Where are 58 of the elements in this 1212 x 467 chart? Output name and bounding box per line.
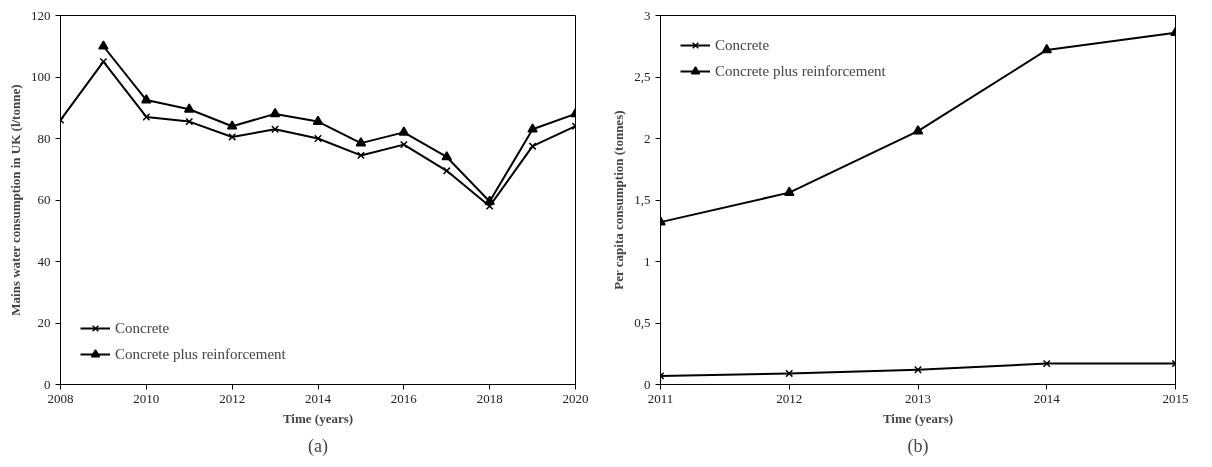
point xyxy=(441,151,452,161)
x-tick-label: 2020 xyxy=(562,390,589,406)
legend-label: Concrete plus reinforcement xyxy=(115,345,286,363)
y-tick-label: 40 xyxy=(37,253,51,269)
point xyxy=(527,123,538,133)
x-tick-label: 2011 xyxy=(647,390,674,406)
point xyxy=(784,186,795,196)
point xyxy=(355,137,367,147)
point xyxy=(1041,43,1052,54)
point xyxy=(399,140,408,149)
legend-label: Concrete xyxy=(115,319,170,337)
y-tick-label: 120 xyxy=(31,7,51,23)
text: (b) xyxy=(907,435,929,457)
y-tick-label: 2,5 xyxy=(634,69,651,84)
point xyxy=(484,195,495,205)
text: (a) xyxy=(308,435,328,457)
point xyxy=(184,103,195,113)
y-tick-label: 60 xyxy=(37,192,51,207)
y-tick-label: 0,5 xyxy=(634,315,651,330)
y-axis-title: Mains water consumption in UK (l/tonne) xyxy=(8,84,23,316)
point xyxy=(314,134,322,143)
point xyxy=(442,166,451,175)
point xyxy=(398,126,410,136)
x-tick-label: 2013 xyxy=(905,390,931,406)
y-tick-label: 20 xyxy=(37,315,51,330)
y-tick-label: 3 xyxy=(644,7,651,23)
point xyxy=(99,57,108,66)
point xyxy=(1042,359,1051,368)
x-tick-label: 2014 xyxy=(305,390,332,406)
point xyxy=(98,40,109,50)
y-tick-label: 1 xyxy=(644,253,651,269)
y-tick-label: 100 xyxy=(31,69,51,84)
point xyxy=(312,115,324,125)
x-tick-label: 2018 xyxy=(476,390,503,406)
point xyxy=(226,120,238,130)
y-tick-label: 0 xyxy=(644,376,651,392)
y-tick-label: 0 xyxy=(44,376,51,392)
x-tick-label: 2012 xyxy=(219,390,246,406)
point xyxy=(912,125,924,135)
point xyxy=(269,107,281,118)
x-tick-label: 2012 xyxy=(776,390,803,406)
x-tick-label: 2014 xyxy=(1033,390,1061,406)
legend-label: Concrete xyxy=(715,36,770,54)
x-axis-title: Time (years) xyxy=(882,410,954,426)
x-tick-label: 2010 xyxy=(133,390,160,406)
legend-label: Concrete plus reinforcement xyxy=(715,62,886,80)
y-tick-label: 1,5 xyxy=(634,192,651,207)
x-tick-label: 2016 xyxy=(390,390,418,406)
x-tick-label: 2015 xyxy=(1162,390,1189,406)
point xyxy=(141,94,152,104)
x-axis-title: Time (years) xyxy=(282,410,354,426)
y-tick-label: 2 xyxy=(644,130,651,146)
point xyxy=(356,151,365,160)
point xyxy=(914,365,922,374)
y-axis-title: Per capita consumption (tonnes) xyxy=(611,110,627,290)
y-tick-label: 80 xyxy=(37,130,51,146)
point xyxy=(271,125,280,134)
x-tick-label: 2008 xyxy=(47,390,74,406)
